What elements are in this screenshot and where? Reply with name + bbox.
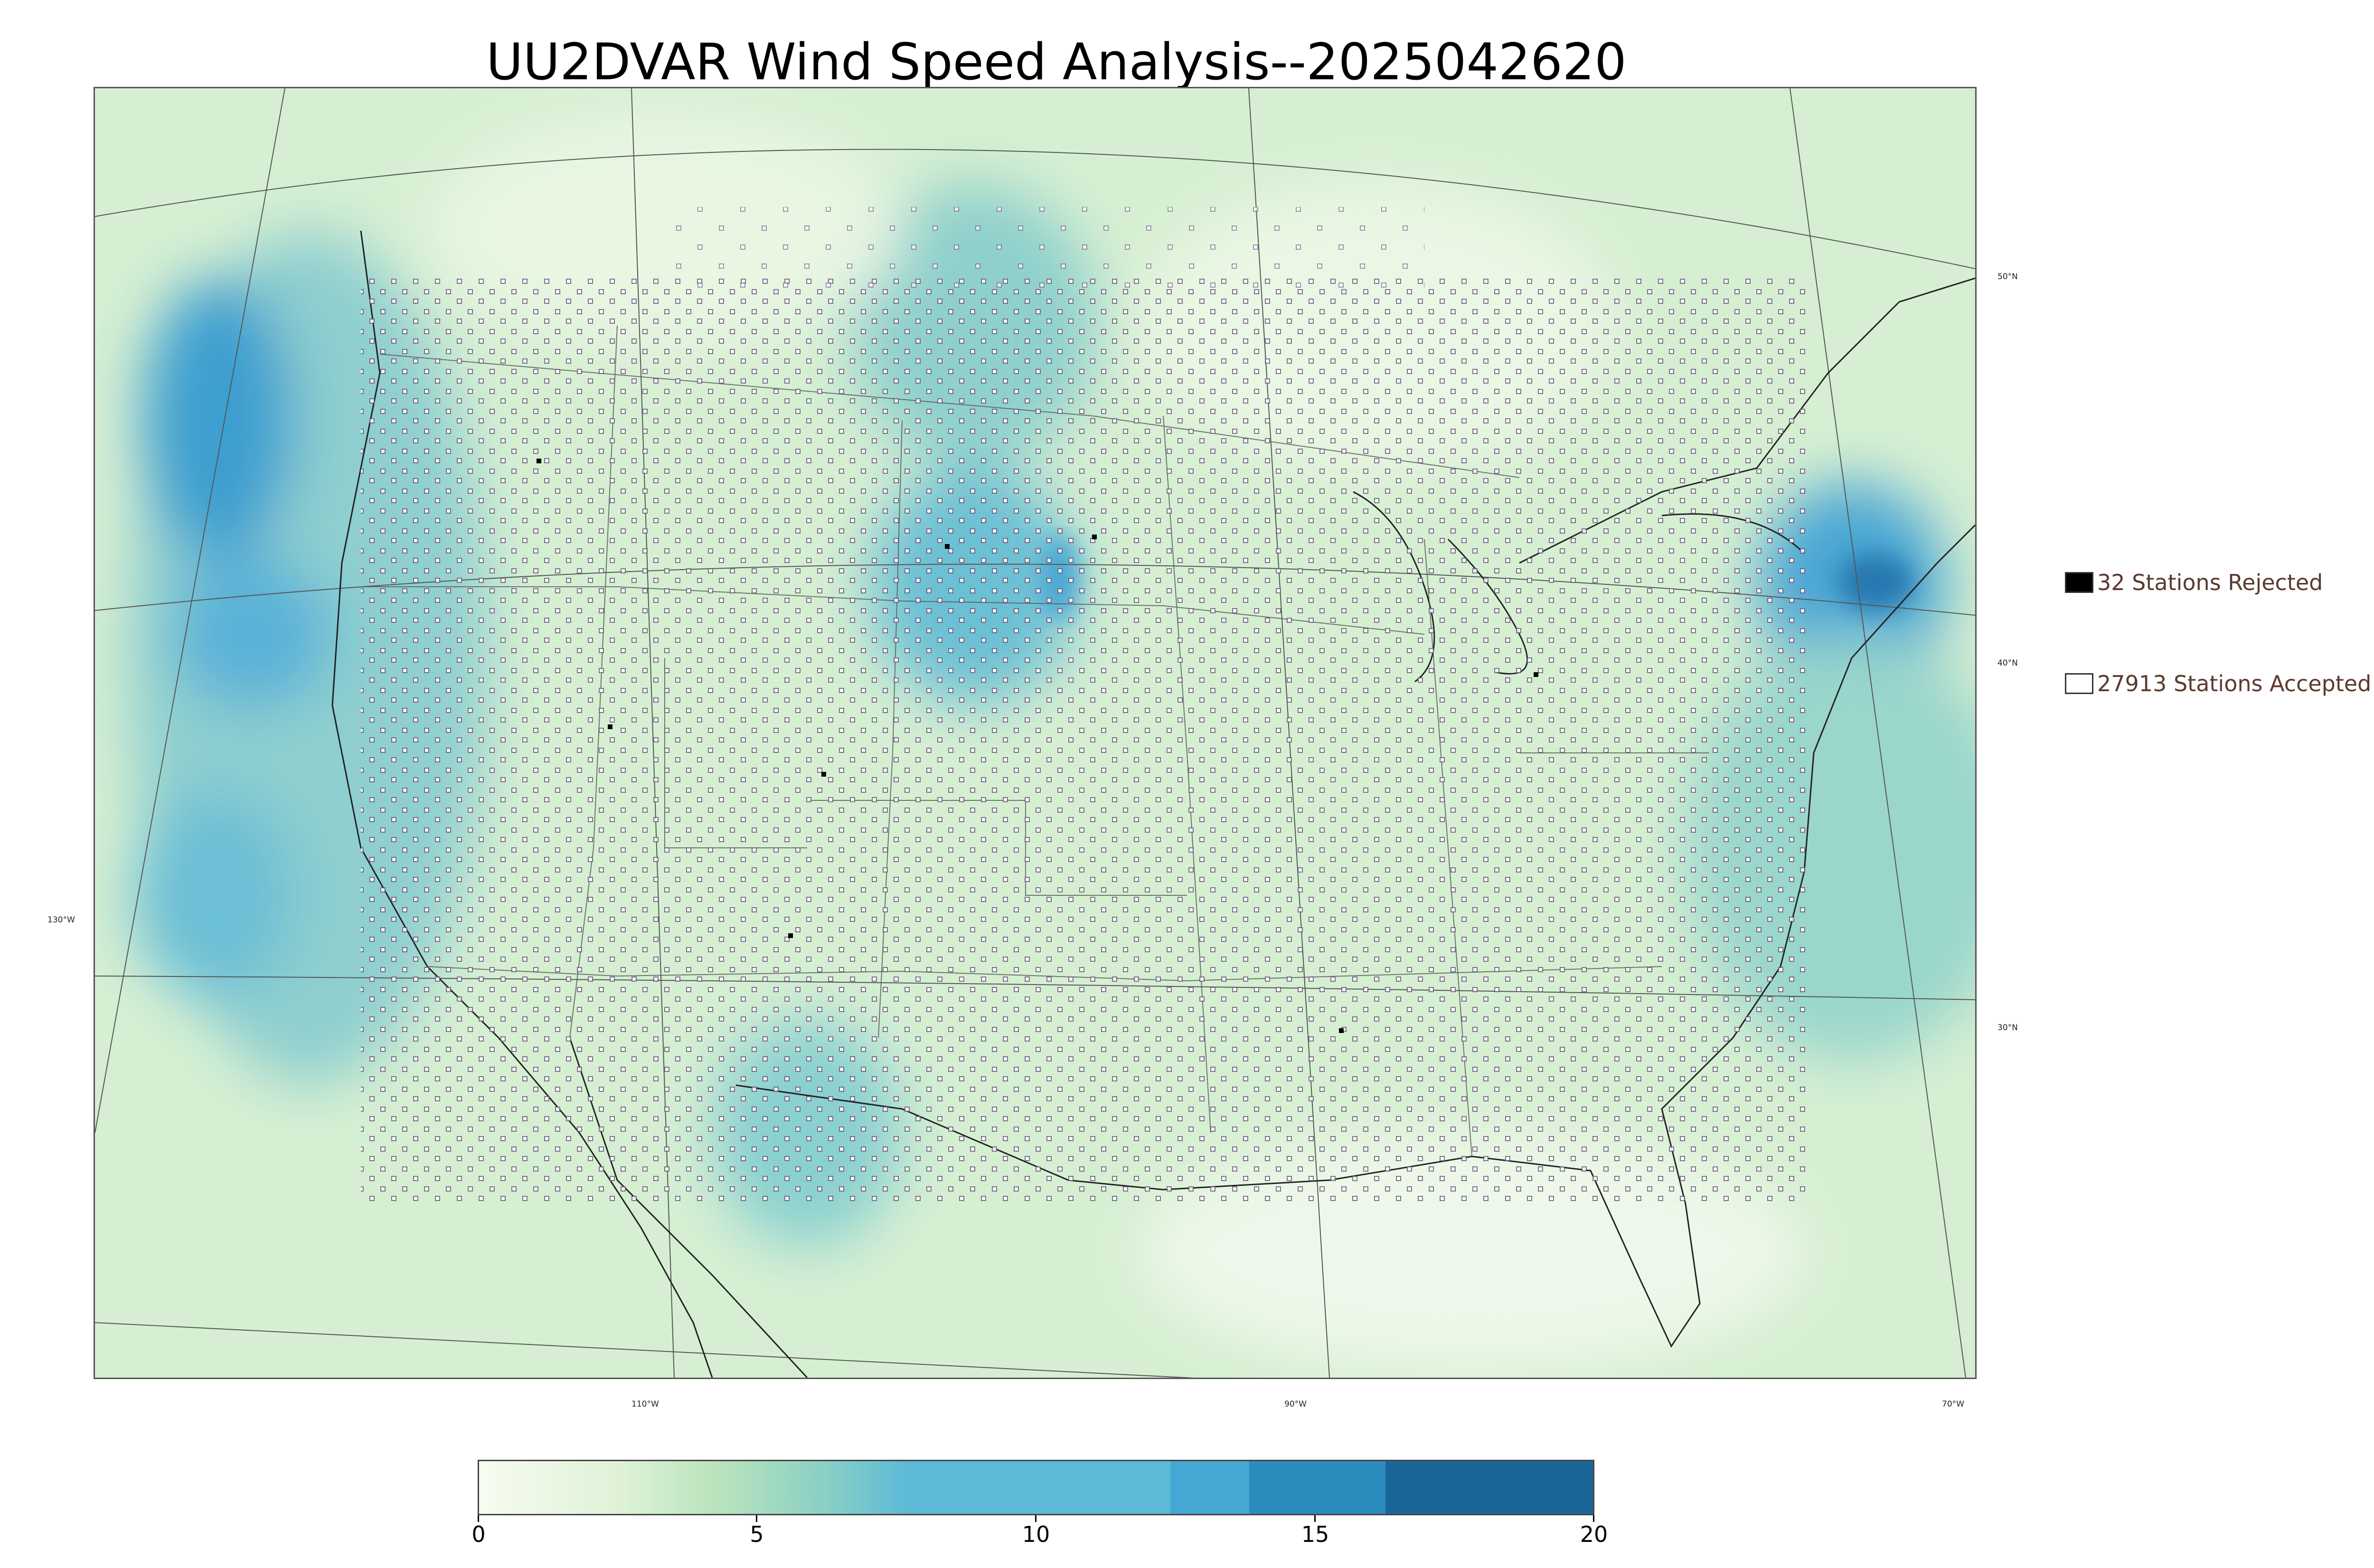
map-canvas: [95, 88, 1975, 1378]
colorbar-label-15: 15: [1301, 1521, 1329, 1547]
colorbar-label-5: 5: [750, 1521, 764, 1547]
lat-label-40n: 40°N: [1997, 658, 2018, 668]
legend-rejected-label: 32 Stations Rejected: [2097, 570, 2323, 595]
accepted-station-marker: [2065, 673, 2093, 694]
lon-label-110w: 110°W: [631, 1399, 659, 1409]
lon-label-90w: 90°W: [1284, 1399, 1307, 1409]
lon-label-70w: 70°W: [1942, 1399, 1964, 1409]
lon-label-130w: 130°W: [47, 915, 75, 925]
rejected-stations: [537, 459, 1538, 1033]
colorbar-gradient: [479, 1461, 1593, 1514]
legend-accepted: 27913 Stations Accepted: [2065, 671, 2371, 696]
lat-label-30n: 30°N: [1997, 1023, 2018, 1033]
colorbar-label-10: 10: [1022, 1521, 1050, 1547]
colorbar-tick-10: [1035, 1515, 1036, 1522]
legend-rejected: 32 Stations Rejected: [2065, 570, 2323, 595]
colorbar-label-20: 20: [1580, 1521, 1608, 1547]
rejected-station-marker: [2065, 572, 2093, 593]
colorbar-tick-5: [756, 1515, 757, 1522]
map-title: UU2DVAR Wind Speed Analysis--2025042620: [486, 33, 1627, 91]
wind-speed-colorbar: [478, 1460, 1594, 1515]
accepted-stations: [361, 207, 1809, 1204]
lat-label-50n: 50°N: [1997, 272, 2018, 282]
legend-accepted-label: 27913 Stations Accepted: [2097, 671, 2372, 696]
wind-speed-map[interactable]: [94, 87, 1977, 1379]
colorbar-tick-15: [1314, 1515, 1316, 1522]
colorbar-tick-20: [1593, 1515, 1594, 1522]
colorbar-label-0: 0: [471, 1521, 486, 1547]
colorbar-tick-0: [478, 1515, 479, 1522]
